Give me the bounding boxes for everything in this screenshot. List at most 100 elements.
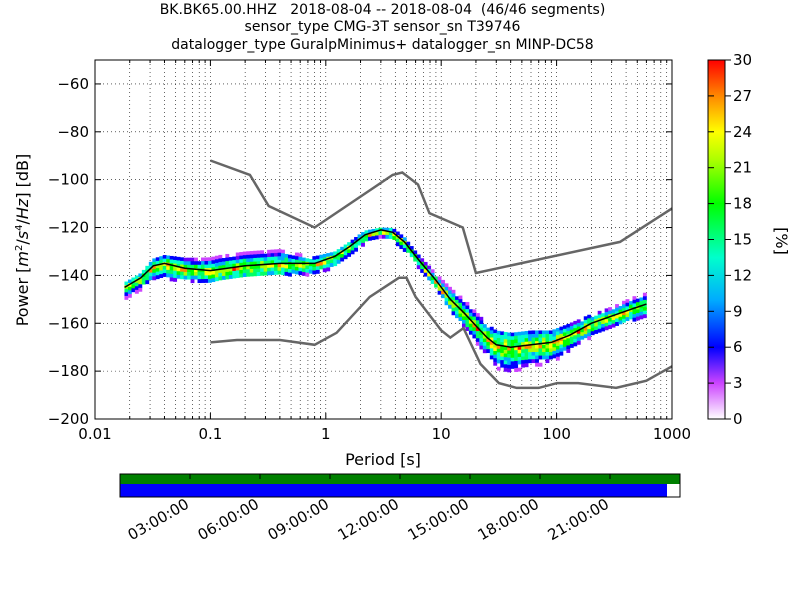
timeline-tick-label: 15:00:00 — [405, 495, 472, 544]
heatmap-cell — [531, 334, 536, 338]
heatmap-cell — [489, 326, 494, 331]
heatmap-cell — [486, 345, 491, 350]
heatmap-cell — [555, 349, 560, 354]
heatmap-cell — [548, 337, 553, 342]
heatmap-cell — [472, 312, 477, 317]
heatmap-cell — [152, 272, 157, 277]
heatmap-cell — [500, 338, 505, 343]
heatmap-cell — [604, 319, 609, 324]
heatmap-cell — [221, 261, 226, 266]
heatmap-cell — [622, 304, 626, 309]
heatmap-cell — [489, 351, 494, 356]
heatmap-cell — [225, 261, 230, 266]
heatmap-cell — [371, 232, 376, 237]
heatmap-cell — [194, 275, 198, 280]
y-tick-label: −160 — [48, 314, 89, 332]
heatmap-cell — [597, 321, 602, 326]
heatmap-cell — [555, 338, 560, 343]
heatmap-cell — [207, 260, 212, 265]
heatmap-cell — [253, 261, 258, 266]
heatmap-cell — [517, 338, 522, 343]
heatmap-cell — [538, 337, 543, 342]
heatmap-cell — [538, 362, 543, 367]
heatmap-cell — [479, 324, 484, 328]
heatmap-cell — [194, 257, 198, 262]
colorbar-label: [%] — [772, 227, 791, 255]
heatmap-cell — [256, 261, 261, 266]
heatmap-cell — [319, 254, 324, 259]
heatmap-cell — [510, 336, 515, 341]
heatmap-cell — [159, 274, 164, 279]
heatmap-cell — [486, 341, 491, 346]
heatmap-cell — [159, 270, 164, 275]
heatmap-cell — [211, 278, 216, 283]
heatmap-cell — [381, 234, 386, 239]
heatmap-cell — [580, 328, 585, 333]
heatmap-cell — [187, 275, 191, 280]
heatmap-cell — [562, 328, 567, 333]
heatmap-cell — [531, 351, 536, 356]
heatmap-cell — [611, 309, 616, 314]
colorbar-tick-label: 18 — [733, 195, 752, 213]
heatmap-cell — [493, 358, 498, 363]
heatmap-cell — [569, 340, 574, 345]
heatmap-cell — [197, 279, 202, 284]
heatmap-cell — [448, 294, 452, 298]
heatmap-cell — [548, 351, 553, 356]
heatmap-cell — [152, 261, 157, 266]
heatmap-cell — [566, 334, 571, 339]
heatmap-cell — [242, 262, 247, 267]
heatmap-cell — [500, 345, 505, 350]
heatmap-cell — [354, 247, 358, 252]
heatmap-cell — [190, 264, 195, 269]
heatmap-cell — [461, 309, 466, 314]
heatmap-cell — [594, 326, 599, 331]
heatmap-cell — [242, 258, 247, 263]
heatmap-cell — [496, 359, 501, 364]
heatmap-cell — [475, 327, 480, 332]
heatmap-cell — [461, 302, 466, 306]
heatmap-cell — [632, 306, 637, 311]
colorbar-tick-label: 27 — [733, 87, 752, 105]
heatmap-cell — [162, 273, 167, 277]
heatmap-cell — [256, 250, 261, 255]
heatmap-cell — [246, 251, 251, 256]
heatmap-cell — [642, 310, 647, 315]
heatmap-cell — [528, 355, 532, 360]
heatmap-cell — [521, 360, 526, 365]
heatmap-cell — [127, 290, 132, 295]
heatmap-cell — [500, 363, 505, 368]
heatmap-cell — [531, 348, 536, 353]
heatmap-cell — [622, 311, 626, 316]
heatmap-cell — [437, 287, 442, 292]
heatmap-cell — [312, 256, 317, 261]
heatmap-cell — [298, 253, 303, 258]
y-tick-label: −60 — [57, 75, 89, 93]
heatmap-cell — [583, 327, 588, 331]
heatmap-cell — [639, 301, 644, 305]
heatmap-cell — [482, 349, 487, 354]
heatmap-cell — [420, 269, 425, 273]
heatmap-cell — [134, 275, 139, 280]
heatmap-cell — [604, 311, 609, 316]
heatmap-cell — [489, 355, 494, 360]
heatmap-cell — [510, 346, 515, 351]
heatmap-cell — [545, 348, 550, 353]
heatmap-cell — [242, 251, 247, 256]
heatmap-cell — [218, 254, 223, 259]
heatmap-cell — [507, 346, 512, 351]
heatmap-cell — [374, 231, 379, 236]
heatmap-cell — [611, 316, 616, 321]
heatmap-cell — [277, 249, 282, 254]
heatmap-cell — [138, 280, 143, 285]
heatmap-cell — [232, 260, 237, 265]
heatmap-cell — [197, 275, 202, 280]
heatmap-cell — [559, 326, 564, 331]
heatmap-cell — [625, 299, 630, 304]
heatmap-cell — [357, 241, 362, 246]
heatmap-cell — [218, 276, 223, 281]
heatmap-cell — [618, 309, 623, 314]
heatmap-cell — [232, 256, 237, 261]
heatmap-cell — [183, 272, 188, 276]
heatmap-cell — [235, 263, 240, 268]
